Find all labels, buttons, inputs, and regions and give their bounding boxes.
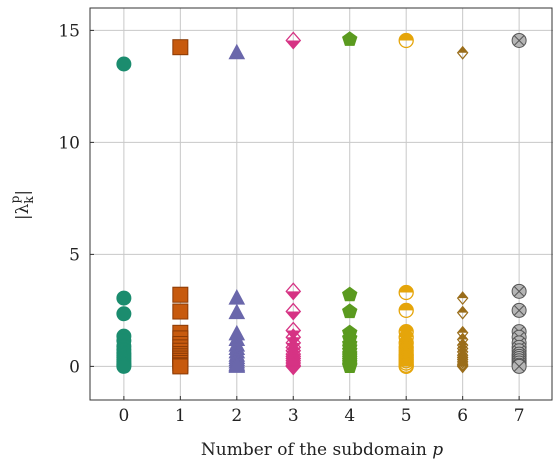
data-point-p1-k1 [172, 286, 189, 303]
x-tick-label: 6 [457, 406, 468, 426]
data-point-p2-k0 [228, 43, 246, 60]
data-point-p4-k1 [342, 286, 358, 302]
data-point-p1-k14 [172, 358, 189, 375]
data-point-p5-k1 [398, 284, 414, 301]
data-points [116, 31, 527, 376]
x-axis-label: Number of the subdomain p [201, 440, 443, 460]
data-point-p1-k2 [172, 303, 189, 320]
data-point-p6-k0 [456, 45, 469, 60]
x-tick-label: 1 [175, 406, 186, 426]
data-point-p0-k2 [116, 306, 132, 322]
data-point-p3-k14 [285, 357, 302, 376]
data-point-p0-k0 [116, 56, 132, 72]
data-point-p2-k14 [228, 357, 246, 373]
y-tick-label: 0 [69, 357, 80, 377]
data-point-p0-k14 [116, 358, 132, 374]
x-tick-label: 5 [401, 406, 412, 426]
data-point-p2-k1 [228, 289, 246, 305]
data-point-p7-k0 [511, 32, 527, 48]
data-point-p1-k0 [172, 39, 189, 56]
plot-frame [89, 7, 553, 401]
data-point-p5-k0 [398, 32, 414, 49]
data-point-p6-k14 [456, 359, 469, 374]
data-point-p6-k1 [456, 291, 469, 306]
data-point-p5-k14 [398, 358, 414, 375]
data-point-p7-k2 [511, 302, 527, 318]
x-tick-label: 3 [288, 406, 299, 426]
y-tick-label: 10 [58, 133, 80, 153]
y-tick-label: 15 [58, 21, 80, 41]
axis-ticks: 0 1 2 3 4 5 6 7 0 5 10 15 [58, 21, 524, 426]
data-point-p3-k1 [285, 282, 302, 301]
y-axis-label-text: |λkp| [8, 190, 36, 220]
data-point-p5-k2 [398, 302, 414, 319]
data-point-p7-k14 [511, 358, 527, 374]
x-tick-label: 7 [514, 406, 525, 426]
data-point-p4-k14 [342, 358, 358, 373]
data-point-p3-k2 [285, 302, 302, 321]
data-point-p0-k1 [116, 290, 132, 306]
data-point-p7-k1 [511, 283, 527, 299]
y-axis-label: |λkp| [8, 190, 36, 220]
x-tick-label: 0 [118, 406, 129, 426]
data-point-p4-k2 [342, 303, 358, 319]
y-tick-label: 5 [69, 245, 80, 265]
data-point-p6-k2 [456, 305, 469, 320]
data-point-p2-k2 [228, 303, 246, 320]
x-tick-label: 2 [231, 406, 242, 426]
grid-lines [90, 8, 553, 400]
data-point-p3-k0 [285, 31, 302, 50]
x-tick-label: 4 [344, 406, 355, 426]
data-point-p4-k0 [342, 31, 358, 46]
